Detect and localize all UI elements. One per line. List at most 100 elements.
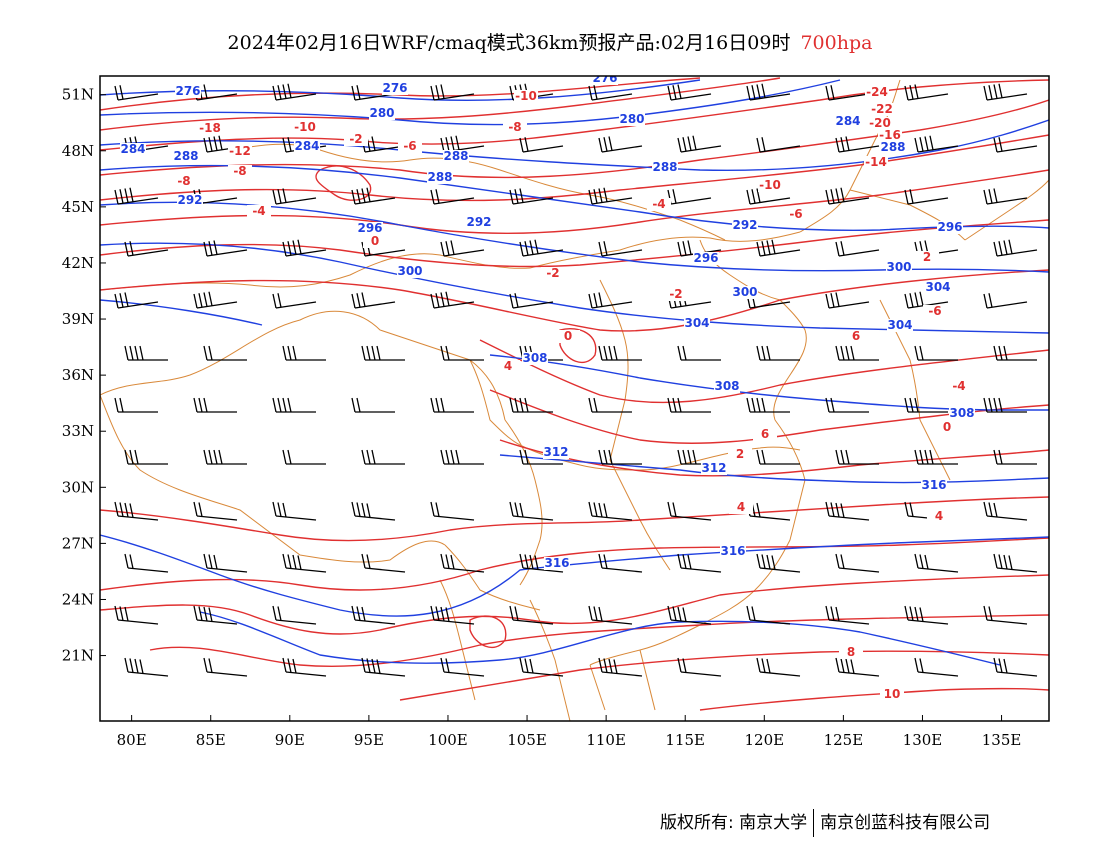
height-label: 308 xyxy=(714,379,739,393)
temperature-label: -18 xyxy=(199,121,221,135)
temperature-label-bg xyxy=(541,267,565,280)
wind-barb xyxy=(519,657,564,677)
temperature-label-bg xyxy=(947,380,971,393)
wind-barb xyxy=(667,605,712,625)
wind-barb xyxy=(904,189,949,205)
temperature-label: -24 xyxy=(866,85,888,99)
temperature-labels: -24-22-20-18 -16-14-12-10-10-10-8-8-8-6-6… xyxy=(172,85,971,701)
temperature-label-bg xyxy=(935,421,959,434)
wind-barb xyxy=(193,605,238,625)
temperature-label: -22 xyxy=(871,102,893,116)
wind-barb xyxy=(203,449,247,465)
height-label-bg xyxy=(294,140,320,153)
height-label: 292 xyxy=(732,218,757,232)
wind-barb xyxy=(598,657,643,677)
wind-barb xyxy=(361,449,405,465)
wind-barb xyxy=(193,397,237,413)
height-label: 300 xyxy=(886,260,911,274)
height-label: 304 xyxy=(684,316,709,330)
height-label-bg xyxy=(543,446,569,459)
height-label: 280 xyxy=(369,106,394,120)
temperature-label-bg xyxy=(870,103,894,116)
lat-label-36n: 36N xyxy=(62,366,94,384)
wind-barb xyxy=(667,397,711,413)
lon-label-115e: 115E xyxy=(665,731,705,749)
temperature-label-bg xyxy=(172,175,196,188)
wind-barb xyxy=(677,553,722,573)
temperature-label: -14 xyxy=(865,155,887,169)
height-label: 304 xyxy=(887,318,912,332)
wind-barb xyxy=(430,501,475,521)
temperature-label: -8 xyxy=(177,174,190,188)
lat-label-24n: 24N xyxy=(62,590,94,608)
height-label-bg xyxy=(652,161,678,174)
height-label: 316 xyxy=(921,478,946,492)
wind-barb xyxy=(914,345,958,361)
height-label: 284 xyxy=(294,139,319,153)
wind-barb xyxy=(993,137,1038,153)
height-label-bg xyxy=(880,141,906,154)
temperature-label: 4 xyxy=(504,359,512,373)
wind-barb xyxy=(598,136,643,153)
wind-barb xyxy=(440,657,485,677)
height-label-bg xyxy=(443,150,469,163)
copyright-right: 南京创蓝科技有限公司 xyxy=(820,813,991,833)
wind-barb xyxy=(203,345,247,361)
temperature-label: -10 xyxy=(515,89,537,103)
height-label: 312 xyxy=(701,461,726,475)
height-label: 288 xyxy=(173,149,198,163)
wind-barb xyxy=(746,605,791,625)
wind-barb xyxy=(114,187,159,205)
wind-barb xyxy=(993,657,1038,677)
wind-barb xyxy=(430,291,475,309)
wind-barb xyxy=(598,449,642,465)
wind-barb xyxy=(756,657,801,677)
wind-barb xyxy=(756,449,800,465)
height-label-bg xyxy=(921,479,947,492)
height-label: 296 xyxy=(693,251,718,265)
temperature-label: -4 xyxy=(652,197,665,211)
lat-label-45n: 45N xyxy=(62,198,94,216)
wind-barb xyxy=(588,397,632,413)
lon-label-120e: 120E xyxy=(745,731,785,749)
height-label: 288 xyxy=(443,149,468,163)
wind-barb xyxy=(272,501,317,521)
wind-barb xyxy=(835,449,879,465)
lat-axis: 51N 48N 45N 42N 39N 36N 33N 30N 27N 24N 21N xyxy=(62,86,106,665)
height-label-bg xyxy=(522,352,548,365)
lat-label-30n: 30N xyxy=(62,478,94,496)
height-label-bg xyxy=(887,319,913,332)
wind-barb xyxy=(588,501,633,521)
wind-barb xyxy=(825,187,870,205)
wind-barb xyxy=(203,553,248,573)
temperature-label: -6 xyxy=(789,207,802,221)
height-label: 292 xyxy=(466,215,491,229)
temperature-label-bg xyxy=(784,208,808,221)
height-label: 276 xyxy=(175,84,200,98)
wind-barb xyxy=(993,553,1038,573)
temperature-label-bg xyxy=(514,90,538,103)
height-label-bg xyxy=(175,85,201,98)
lat-label-42n: 42N xyxy=(62,254,94,272)
height-label: 296 xyxy=(357,221,382,235)
lat-label-33n: 33N xyxy=(62,422,94,440)
wind-barb xyxy=(114,292,159,309)
height-label: 288 xyxy=(652,160,677,174)
wind-barb xyxy=(351,187,396,205)
height-label-bg xyxy=(886,261,912,274)
wind-barb xyxy=(825,397,869,413)
wind-barb xyxy=(519,137,564,153)
temperature-label: -2 xyxy=(349,132,362,146)
temperature-label-bg xyxy=(923,305,947,318)
wind-barb xyxy=(282,239,327,257)
temperature-label-bg xyxy=(664,288,688,301)
temperature-label-bg xyxy=(753,428,777,441)
wind-barb xyxy=(272,397,316,413)
wind-barb xyxy=(983,293,1028,309)
wind-barb xyxy=(756,137,801,153)
wind-barb xyxy=(756,239,801,257)
height-label: 284 xyxy=(120,142,145,156)
wind-barb xyxy=(825,605,870,625)
wind-barb xyxy=(361,657,406,677)
